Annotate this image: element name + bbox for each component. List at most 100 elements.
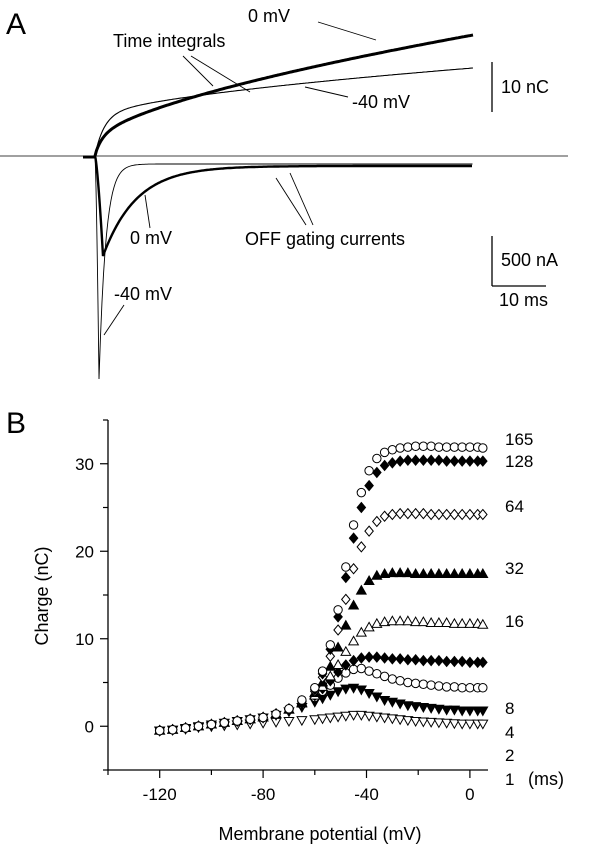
data-point-series-165 [206, 719, 217, 730]
series-label-165: 165 [505, 430, 533, 449]
series-label-8: 8 [505, 699, 514, 718]
data-point-series-4 [434, 681, 444, 691]
data-point-series-165 [232, 716, 242, 726]
data-point-series-32 [347, 599, 360, 610]
data-point-series-4 [379, 671, 390, 682]
data-point-series-128 [426, 454, 436, 467]
scalebar-charge-label: 10 nC [501, 77, 549, 97]
data-point-series-64 [395, 507, 405, 520]
data-point-series-32 [402, 567, 414, 578]
data-point-series-32 [324, 660, 336, 671]
data-point-series-64 [410, 507, 421, 520]
data-point-series-2 [425, 703, 437, 714]
data-point-series-1 [417, 717, 430, 728]
data-point-series-64 [465, 508, 475, 521]
data-point-series-16 [363, 621, 375, 632]
data-point-series-2 [347, 683, 360, 694]
data-point-series-16 [371, 617, 383, 628]
data-point-series-8 [410, 653, 421, 666]
data-point-series-64 [449, 508, 460, 521]
data-point-series-64 [457, 508, 468, 521]
data-point-series-2 [332, 687, 344, 698]
data-point-series-8 [371, 651, 382, 663]
data-point-series-1 [386, 714, 399, 725]
series-label-2: 2 [505, 746, 514, 765]
series-label-128: 128 [505, 452, 533, 471]
data-point-series-32 [394, 567, 406, 578]
series-label-16: 16 [505, 612, 524, 631]
data-point-series-8 [387, 653, 398, 665]
x-axis-label: Membrane potential (mV) [218, 824, 421, 844]
integral-minus40mv-label: -40 mV [352, 92, 410, 112]
data-point-series-128 [371, 466, 382, 479]
data-point-series-32 [417, 567, 430, 578]
data-point-series-2 [440, 705, 453, 716]
data-point-series-1 [456, 719, 468, 730]
series-label-4: 4 [505, 723, 514, 742]
data-point-series-165 [317, 666, 328, 676]
off-gating-leader-1 [275, 177, 307, 226]
data-point-series-1 [340, 711, 352, 722]
data-point-series-32 [440, 567, 453, 578]
data-point-series-4 [364, 666, 374, 676]
data-point-series-165 [465, 442, 475, 452]
data-point-series-1 [324, 713, 336, 724]
data-point-series-4 [478, 683, 488, 693]
data-point-series-1 [402, 716, 414, 727]
data-point-series-32 [464, 567, 476, 578]
data-point-series-165 [356, 487, 367, 498]
data-point-series-32 [433, 567, 445, 578]
data-point-series-64 [333, 624, 343, 636]
data-point-series-4 [457, 683, 467, 693]
x-tick-label: -40 [354, 785, 379, 804]
data-point-series-2 [355, 685, 367, 696]
data-point-series-165 [457, 442, 467, 452]
y-axis-label: Charge (nC) [32, 546, 52, 645]
data-point-series-16 [347, 635, 360, 646]
data-point-series-2 [433, 704, 445, 715]
data-point-series-128 [333, 611, 343, 623]
axes-b: -120 -80 -40 0 0 10 20 30 [75, 419, 488, 804]
off-gating-leader-2 [289, 172, 314, 226]
data-point-series-165 [395, 443, 405, 453]
data-point-series-8 [449, 655, 460, 668]
data-point-series-64 [426, 508, 436, 521]
data-point-series-165 [310, 683, 320, 693]
data-point-series-128 [465, 455, 475, 467]
data-point-series-2 [371, 692, 383, 703]
data-point-series-165 [478, 443, 488, 453]
data-point-series-165 [403, 442, 413, 452]
data-point-series-64 [340, 593, 351, 606]
data-point-series-1 [409, 717, 422, 728]
x-tick-label: 0 [465, 785, 474, 804]
data-point-series-4 [410, 678, 421, 689]
current-0mv-label: 0 mV [130, 228, 172, 248]
data-point-series-165 [271, 709, 281, 719]
data-point-series-16 [456, 617, 468, 628]
data-point-series-32 [363, 574, 375, 585]
data-point-series-64 [371, 515, 382, 528]
data-point-series-165 [387, 445, 398, 455]
data-point-series-128 [379, 459, 390, 472]
data-point-series-64 [434, 508, 444, 521]
data-point-series-128 [403, 454, 413, 467]
x-tick-label: -120 [143, 785, 177, 804]
data-point-series-4 [356, 663, 367, 674]
y-tick-label: 10 [75, 630, 94, 649]
y-tick-label: 0 [85, 717, 94, 736]
panel-b-label: B [6, 407, 26, 440]
data-point-series-165 [364, 466, 374, 476]
markers-b [154, 441, 489, 737]
data-point-series-16 [477, 618, 489, 629]
data-point-series-1 [363, 711, 375, 722]
off-gating-currents-label: OFF gating currents [245, 229, 405, 249]
series-label-32: 32 [505, 559, 524, 578]
data-point-series-8 [348, 654, 359, 667]
integral-minus40mv-leader [304, 86, 349, 98]
data-point-series-8 [379, 652, 390, 664]
data-point-series-4 [465, 683, 475, 693]
data-point-series-16 [417, 616, 430, 627]
off-gating-current-minus40mv-trace [94, 155, 473, 380]
data-point-series-64 [477, 508, 488, 521]
data-point-series-1 [296, 716, 308, 727]
